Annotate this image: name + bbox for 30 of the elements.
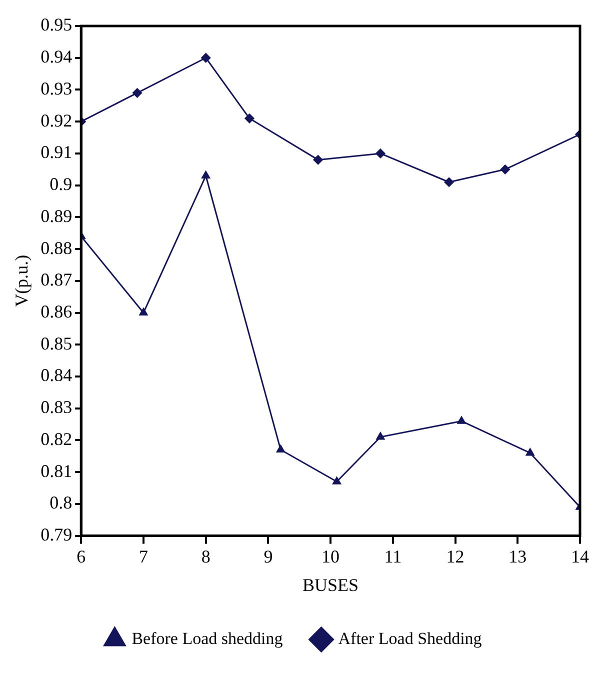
x-tick-label: 13	[508, 546, 527, 566]
y-tick-label: 0.84	[40, 365, 72, 386]
y-tick-label: 0.82	[40, 428, 72, 449]
y-tick-label: 0.85	[40, 333, 72, 354]
y-tick-label: 0.94	[40, 46, 72, 67]
y-tick-label: 0.87	[40, 270, 72, 290]
legend-label: After Load Shedding	[338, 628, 482, 648]
x-tick-label: 11	[384, 546, 402, 566]
x-tick-label: 8	[201, 546, 210, 566]
y-tick-label: 0.79	[40, 524, 72, 545]
y-tick-label: 0.95	[40, 14, 72, 35]
x-tick-label: 14	[571, 546, 589, 566]
x-tick-label: 6	[76, 546, 86, 566]
y-tick-label: 0.81	[40, 460, 72, 481]
y-tick-label: 0.86	[40, 301, 72, 322]
y-axis-title: V(p.u.)	[12, 254, 32, 307]
legend-label: Before Load shedding	[132, 628, 284, 648]
y-tick-label: 0.88	[40, 238, 72, 258]
y-tick-label: 0.83	[40, 397, 72, 418]
y-tick-label: 0.92	[40, 110, 72, 130]
y-tick-label: 0.91	[40, 142, 72, 162]
x-tick-label: 7	[138, 546, 148, 566]
x-tick-label: 10	[322, 546, 340, 566]
x-tick-label: 9	[264, 546, 273, 566]
y-tick-label: 0.9	[50, 174, 72, 194]
x-tick-label: 12	[446, 546, 464, 566]
x-axis-title: BUSES	[302, 574, 359, 595]
y-tick-label: 0.8	[50, 492, 72, 513]
y-tick-label: 0.89	[40, 206, 72, 226]
y-tick-label: 0.93	[40, 78, 72, 98]
